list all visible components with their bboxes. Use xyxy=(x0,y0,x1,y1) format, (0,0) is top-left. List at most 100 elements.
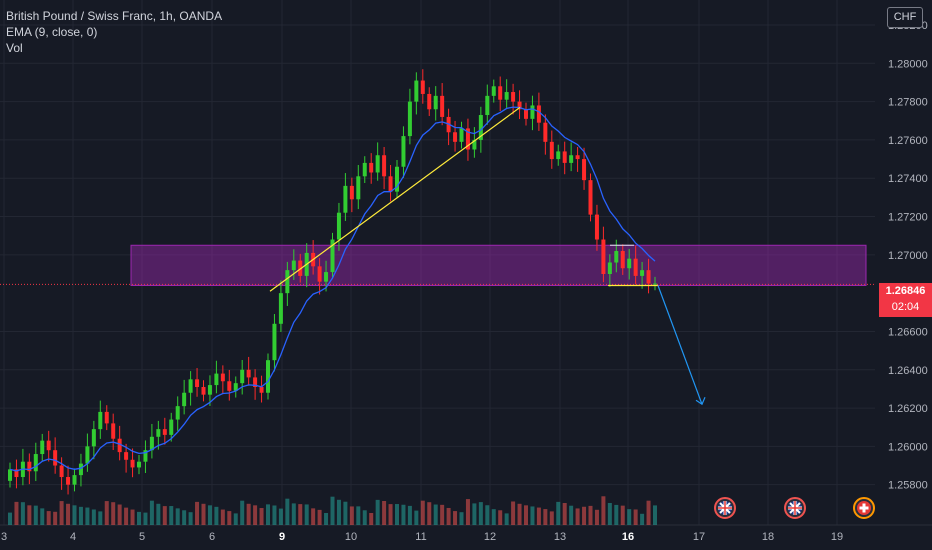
volume-bar xyxy=(459,512,464,525)
candle-body xyxy=(382,155,387,177)
candle-body xyxy=(201,386,206,395)
volume-bar xyxy=(124,507,129,525)
volume-bar xyxy=(569,505,574,525)
volume-indicator-label[interactable]: Vol xyxy=(6,41,23,55)
x-tick-label: 4 xyxy=(70,531,76,543)
volume-bar xyxy=(388,504,393,525)
volume-bar xyxy=(336,499,341,525)
candle-body xyxy=(259,386,264,393)
volume-bar xyxy=(536,507,541,525)
candle-body xyxy=(607,262,612,274)
volume-bar xyxy=(556,501,561,525)
currency-button[interactable]: CHF xyxy=(887,7,923,28)
uk-flag-icon[interactable] xyxy=(714,497,736,519)
candle-body xyxy=(343,185,348,213)
candle-body xyxy=(104,411,109,424)
volume-bar xyxy=(111,502,116,525)
candle-body xyxy=(653,283,657,285)
candle-body xyxy=(453,132,458,142)
volume-bar xyxy=(653,505,657,525)
candle-body xyxy=(375,155,380,173)
volume-bar xyxy=(343,501,348,525)
x-tick-label: 3 xyxy=(1,531,7,543)
projection-arrow-head xyxy=(695,396,706,406)
candle-body xyxy=(646,270,651,284)
volume-bar xyxy=(156,503,161,525)
candle-body xyxy=(356,176,361,200)
volume-bar xyxy=(562,503,567,525)
volume-bar xyxy=(240,500,245,525)
y-tick-label: 1.27000 xyxy=(888,250,928,262)
volume-bar xyxy=(98,511,103,525)
projection-arrow-line xyxy=(657,285,703,405)
candle-body xyxy=(549,141,554,160)
candle-body xyxy=(156,429,161,437)
y-tick-label: 1.25800 xyxy=(888,480,928,492)
volume-bar xyxy=(104,501,109,525)
candle-body xyxy=(220,373,225,382)
volume-bar xyxy=(91,509,96,525)
volume-bar xyxy=(362,510,367,525)
uk-flag-icon[interactable] xyxy=(784,497,806,519)
symbol-title[interactable]: British Pound / Swiss Franc, 1h, OANDA xyxy=(6,9,223,23)
volume-bar xyxy=(375,499,380,525)
volume-bar xyxy=(291,503,296,525)
y-tick-label: 1.26400 xyxy=(888,365,928,377)
candle-body xyxy=(330,239,335,273)
candle-body xyxy=(478,115,483,140)
volume-bar xyxy=(395,504,399,525)
candle-body xyxy=(143,450,148,462)
volume-bar xyxy=(407,505,412,525)
swiss-flag-icon[interactable] xyxy=(853,497,875,519)
volume-bar xyxy=(317,509,322,525)
candle-body xyxy=(91,429,96,447)
y-tick-label: 1.26000 xyxy=(888,441,928,453)
volume-bar xyxy=(259,508,264,525)
y-tick-label: 1.27600 xyxy=(888,135,928,147)
demand-zone-rect xyxy=(130,244,867,286)
candle-body xyxy=(214,373,219,386)
y-tick-label: 1.27800 xyxy=(888,97,928,109)
candle-body xyxy=(78,463,83,476)
candle-body xyxy=(137,461,141,468)
volume-bar xyxy=(485,505,490,525)
candle-body xyxy=(601,239,606,274)
candle-body xyxy=(420,80,425,94)
candle-body xyxy=(530,105,535,119)
ema-line xyxy=(9,106,656,472)
candle-body xyxy=(117,438,122,453)
candle-body xyxy=(472,139,477,150)
volume-bar xyxy=(175,508,180,525)
volume-bar xyxy=(53,511,58,525)
volume-bar xyxy=(285,498,290,525)
volume-bar xyxy=(33,505,38,525)
volume-bar xyxy=(517,503,522,525)
volume-bar xyxy=(446,507,451,525)
candle-body xyxy=(149,436,154,451)
volume-bar xyxy=(646,500,651,525)
volume-bar xyxy=(40,508,45,525)
ema-indicator-label[interactable]: EMA (9, close, 0) xyxy=(6,25,98,39)
candle-body xyxy=(111,423,116,439)
volume-bar xyxy=(182,510,187,525)
candle-body xyxy=(85,446,90,464)
candle-body xyxy=(336,212,341,240)
candle-body xyxy=(594,214,599,240)
candle-body xyxy=(285,270,290,294)
volume-bar xyxy=(524,505,528,525)
y-tick-label: 1.26200 xyxy=(888,403,928,415)
candle-body xyxy=(556,151,561,160)
candle-body xyxy=(407,101,412,137)
candle-body xyxy=(72,475,77,485)
candle-body xyxy=(640,270,645,276)
bar-countdown: 02:04 xyxy=(891,301,920,313)
volume-bar xyxy=(356,506,361,525)
volume-bar xyxy=(188,512,193,525)
volume-bar xyxy=(640,513,645,525)
candle-body xyxy=(124,452,129,460)
candle-body xyxy=(427,93,432,110)
volume-bar xyxy=(311,508,316,525)
candle-body xyxy=(369,162,374,173)
candle-body xyxy=(440,95,445,117)
